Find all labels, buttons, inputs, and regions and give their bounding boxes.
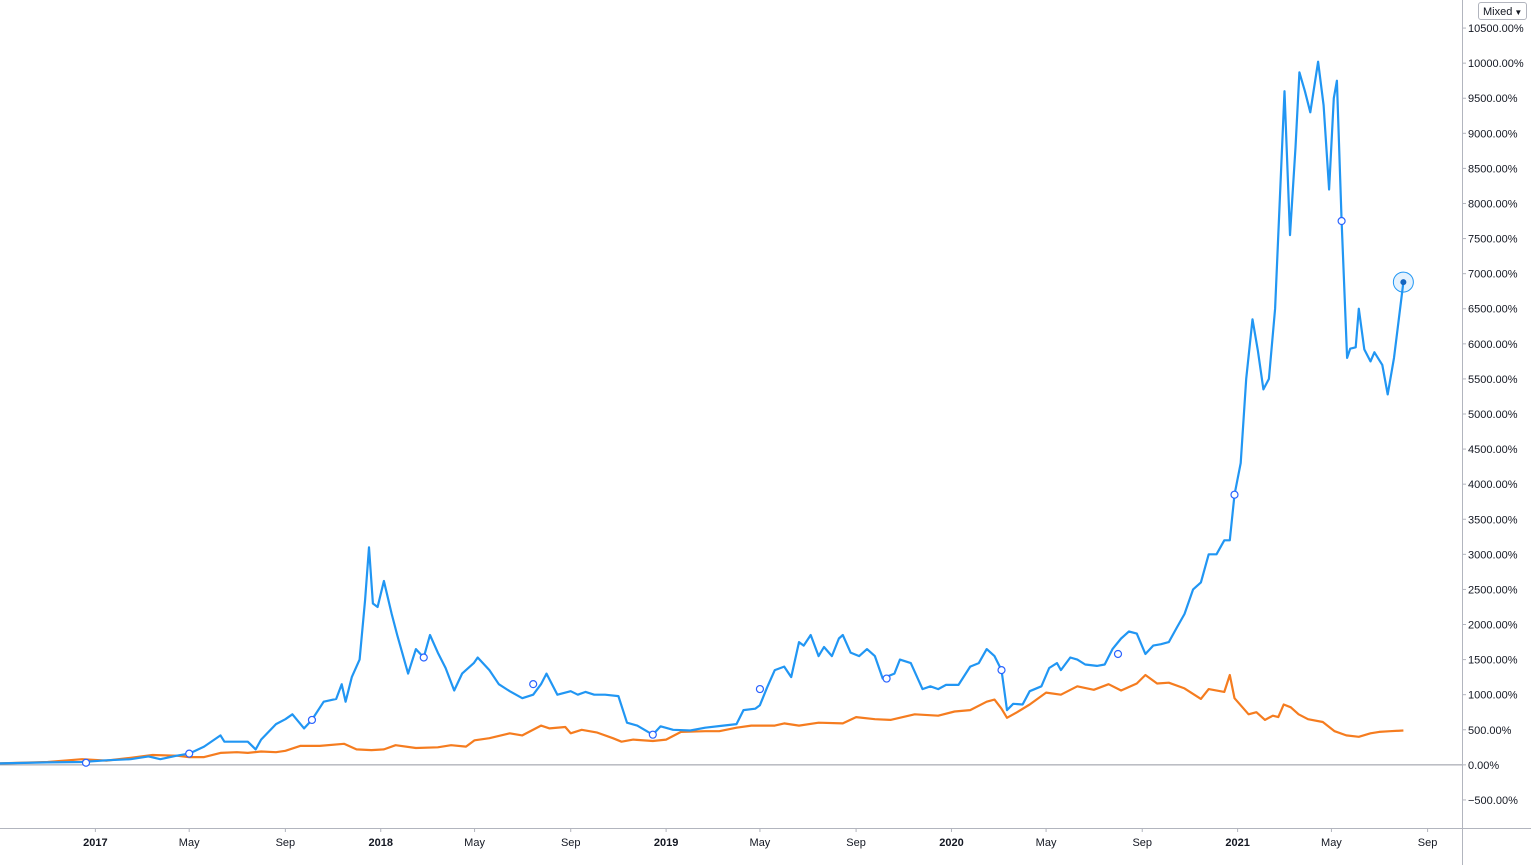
last-point-dot[interactable] bbox=[1400, 279, 1407, 286]
x-tick-label: 2018 bbox=[369, 837, 393, 849]
scale-mode-select[interactable]: Mixed ▼ bbox=[1478, 2, 1528, 20]
y-tick-label: 7000.00% bbox=[1468, 269, 1518, 281]
x-tick-label: Sep bbox=[561, 837, 581, 849]
y-tick-label: 10500.00% bbox=[1468, 23, 1524, 35]
time-scale[interactable]: 2017 May Sep 2018 May Sep 2019 May Sep 2020 May Sep… bbox=[0, 828, 1531, 849]
event-marker[interactable] bbox=[1337, 216, 1346, 226]
price-scale[interactable]: −500.00% 0.00% 500.00% 1000.00% 1500.00% 2000… bbox=[1462, 0, 1524, 865]
y-tick-label: 500.00% bbox=[1468, 725, 1512, 737]
x-tick-label: Sep bbox=[1418, 837, 1438, 849]
y-tick-label: 4500.00% bbox=[1468, 444, 1518, 456]
x-tick-label: May bbox=[1321, 837, 1342, 849]
y-tick-label: 3000.00% bbox=[1468, 549, 1518, 561]
x-tick-label: 2021 bbox=[1225, 837, 1249, 849]
y-tick-label: 0.00% bbox=[1468, 760, 1499, 772]
y-tick-label: 2500.00% bbox=[1468, 584, 1518, 596]
event-marker[interactable] bbox=[1113, 649, 1123, 659]
y-tick-label: 1500.00% bbox=[1468, 655, 1518, 667]
event-marker[interactable] bbox=[419, 653, 428, 662]
event-marker[interactable] bbox=[185, 749, 194, 758]
x-tick-label: 2019 bbox=[654, 837, 678, 849]
x-tick-label: Sep bbox=[1132, 837, 1152, 849]
series-line-orange[interactable] bbox=[0, 673, 1404, 765]
event-marker[interactable] bbox=[81, 758, 91, 767]
y-tick-label: 6500.00% bbox=[1468, 304, 1518, 316]
y-tick-label: 6000.00% bbox=[1468, 339, 1518, 351]
x-tick-label: May bbox=[464, 837, 485, 849]
x-tick-label: Sep bbox=[276, 837, 296, 849]
y-tick-label: 9500.00% bbox=[1468, 93, 1518, 105]
plot-area[interactable] bbox=[0, 60, 1462, 767]
y-tick-label: 2000.00% bbox=[1468, 620, 1518, 632]
event-marker[interactable] bbox=[755, 684, 765, 694]
y-tick-label: 10000.00% bbox=[1468, 58, 1524, 70]
y-tick-label: 3500.00% bbox=[1468, 514, 1518, 526]
event-marker[interactable] bbox=[648, 730, 657, 739]
series-line-blue[interactable] bbox=[0, 60, 1405, 765]
scale-mode-label: Mixed bbox=[1483, 6, 1513, 18]
chevron-down-icon: ▼ bbox=[1514, 8, 1523, 17]
y-tick-label: −500.00% bbox=[1468, 795, 1518, 807]
y-tick-label: 1000.00% bbox=[1468, 690, 1518, 702]
y-tick-label: 7500.00% bbox=[1468, 234, 1518, 246]
y-tick-label: 5000.00% bbox=[1468, 409, 1518, 421]
x-tick-label: Sep bbox=[846, 837, 866, 849]
event-marker[interactable] bbox=[882, 674, 891, 683]
x-tick-label: May bbox=[1036, 837, 1057, 849]
event-marker[interactable] bbox=[997, 666, 1006, 675]
x-tick-label: 2017 bbox=[83, 837, 107, 849]
y-tick-label: 8500.00% bbox=[1468, 163, 1518, 175]
y-tick-label: 9000.00% bbox=[1468, 128, 1518, 140]
x-tick-label: 2020 bbox=[939, 837, 963, 849]
x-tick-label: May bbox=[750, 837, 771, 849]
x-tick-label: May bbox=[179, 837, 200, 849]
y-tick-label: 8000.00% bbox=[1468, 198, 1518, 210]
y-tick-label: 5500.00% bbox=[1468, 374, 1518, 386]
event-marker[interactable] bbox=[307, 715, 317, 725]
y-tick-label: 4000.00% bbox=[1468, 479, 1518, 491]
event-marker[interactable] bbox=[1230, 490, 1239, 499]
event-marker[interactable] bbox=[529, 680, 538, 689]
